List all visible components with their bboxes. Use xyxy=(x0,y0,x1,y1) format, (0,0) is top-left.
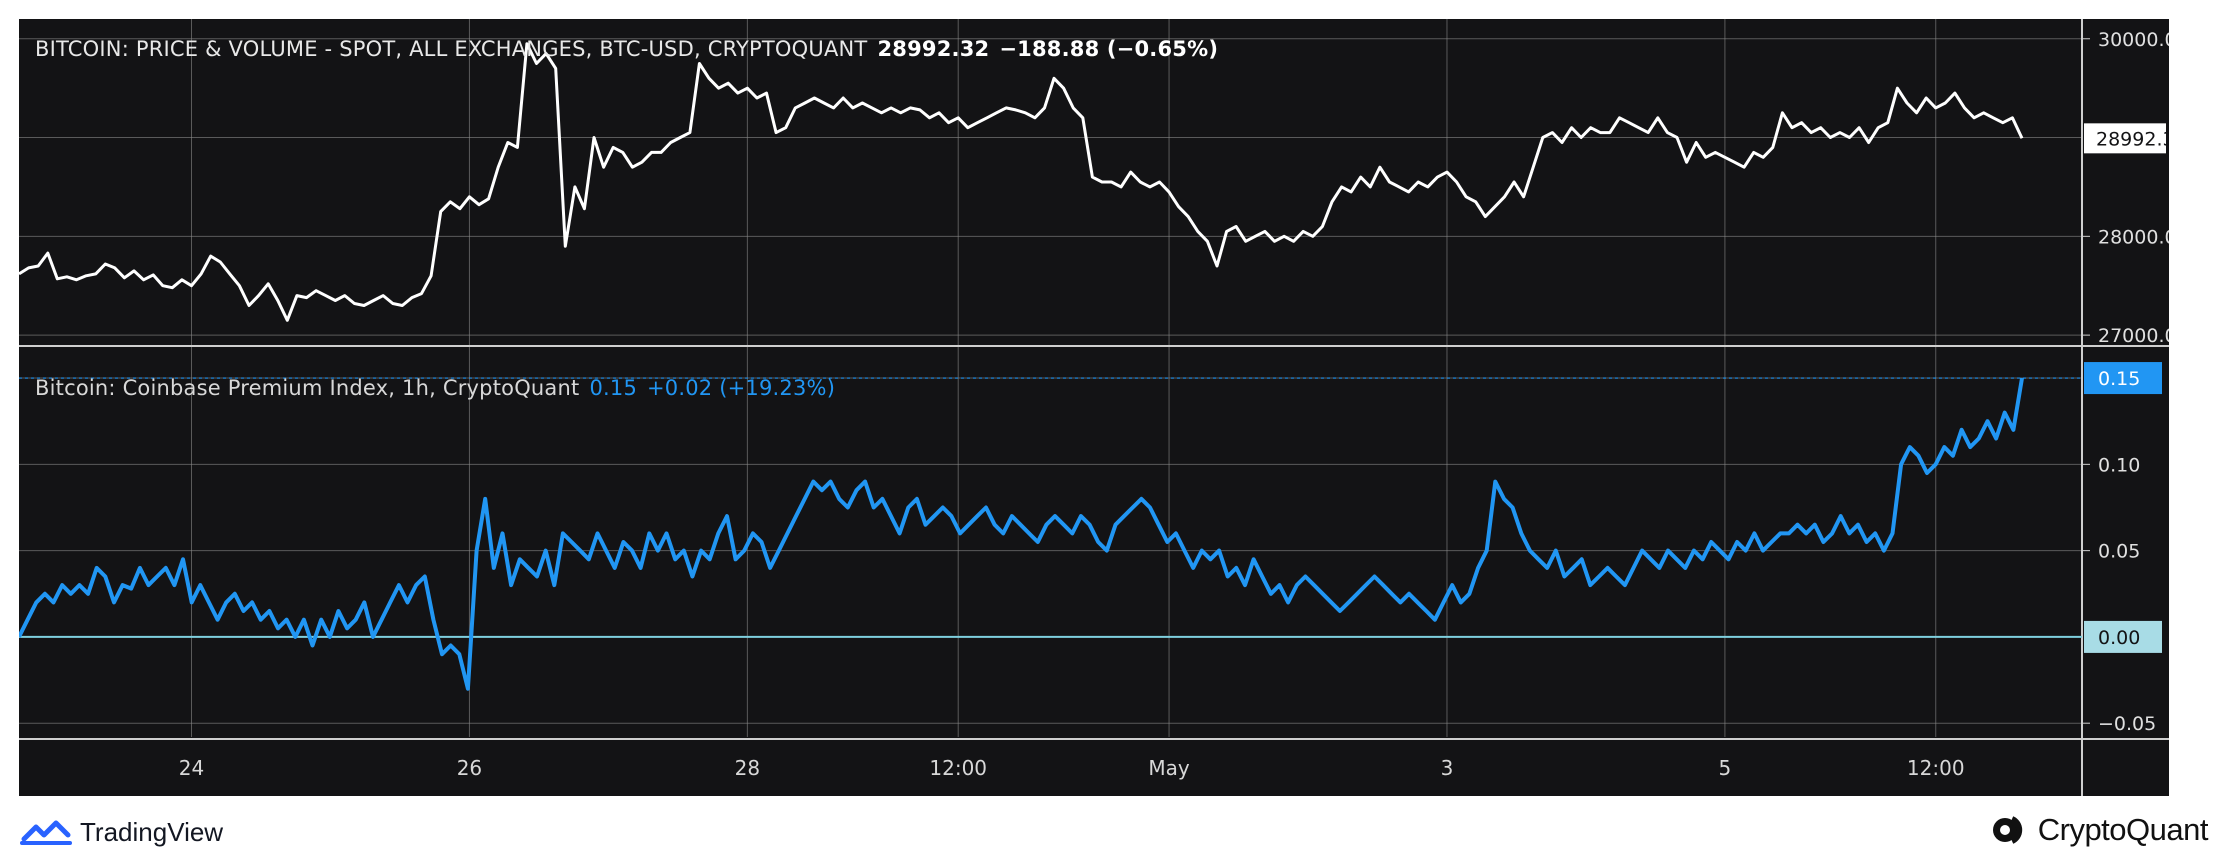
tradingview-logo-icon xyxy=(20,820,72,845)
price-series-line[interactable] xyxy=(19,42,2024,322)
x-tick-label: 3 xyxy=(1441,756,1454,780)
price-y-tick-label: 27000.00 xyxy=(2098,325,2169,347)
premium-last-value-label: 0.15 xyxy=(2098,368,2140,390)
price-y-tick-label: 30000.00 xyxy=(2098,29,2169,51)
chart-area[interactable]: 24 26 28 12:00 May 3 5 12:00 30000.00 28000.00 270… xyxy=(19,19,2169,796)
premium-series-line[interactable] xyxy=(19,377,2024,691)
cryptoquant-logo-icon xyxy=(1992,816,2022,844)
price-last-value-label: 28992.32 xyxy=(2096,128,2169,150)
x-tick-label: 24 xyxy=(179,756,204,780)
premium-y-tick-label: 0.10 xyxy=(2098,454,2140,476)
premium-legend-value: 0.15 xyxy=(589,376,638,400)
premium-legend-change: +0.02 (+19.23%) xyxy=(647,376,836,400)
x-tick-label: 12:00 xyxy=(1907,756,1965,780)
x-tick-label: 28 xyxy=(735,756,760,780)
premium-y-tick-label: 0.05 xyxy=(2098,541,2140,563)
x-tick-label: 5 xyxy=(1719,756,1732,780)
x-tick-label: 26 xyxy=(457,756,482,780)
tradingview-brand[interactable]: TradingView xyxy=(20,812,223,852)
x-tick-label: May xyxy=(1148,756,1190,780)
cryptoquant-brand-label: CryptoQuant xyxy=(2037,812,2209,847)
premium-legend: Bitcoin: Coinbase Premium Index, 1h, Cry… xyxy=(35,376,835,400)
premium-legend-title: Bitcoin: Coinbase Premium Index, 1h, Cry… xyxy=(35,376,580,400)
chart-canvas[interactable]: 24 26 28 12:00 May 3 5 12:00 30000.00 28000.00 270… xyxy=(19,19,2169,796)
price-last-value-badge xyxy=(2084,123,2166,154)
price-legend-value: 28992.32 xyxy=(877,37,990,61)
zero-badge xyxy=(2084,620,2162,653)
tradingview-brand-label: TradingView xyxy=(80,816,224,847)
premium-y-tick-label: −0.05 xyxy=(2098,713,2156,735)
price-legend: BITCOIN: PRICE & VOLUME - SPOT, ALL EXCH… xyxy=(35,37,1218,61)
x-tick-label: 12:00 xyxy=(929,756,987,780)
price-legend-change: −188.88 (−0.65%) xyxy=(999,37,1219,61)
cryptoquant-brand[interactable]: CryptoQuant xyxy=(1990,810,2209,850)
zero-badge-label: 0.00 xyxy=(2098,627,2140,649)
price-legend-title: BITCOIN: PRICE & VOLUME - SPOT, ALL EXCH… xyxy=(35,37,868,61)
chart-background xyxy=(19,19,2169,796)
premium-last-value-badge xyxy=(2084,362,2162,395)
price-y-tick-label: 28000.00 xyxy=(2098,226,2169,248)
